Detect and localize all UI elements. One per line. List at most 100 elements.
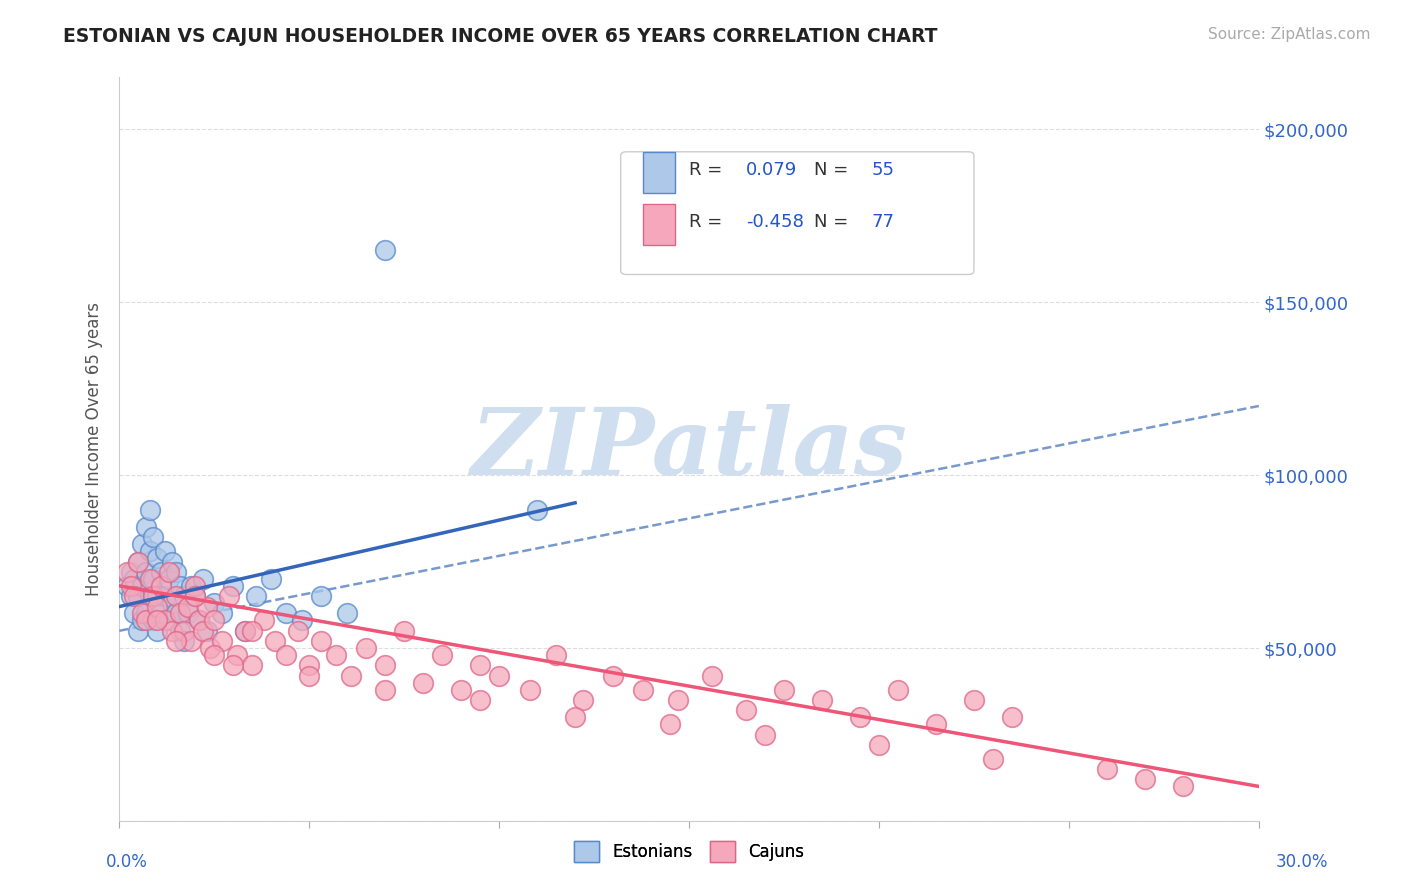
Point xyxy=(392,624,415,638)
Point xyxy=(138,502,160,516)
Point xyxy=(309,589,332,603)
Point xyxy=(135,520,157,534)
Point xyxy=(153,589,176,603)
Point xyxy=(173,624,195,638)
Point xyxy=(287,624,309,638)
Point xyxy=(468,693,491,707)
Point xyxy=(124,572,146,586)
Point xyxy=(146,614,169,628)
Point xyxy=(146,589,169,603)
Point xyxy=(165,634,187,648)
Point xyxy=(211,607,233,621)
Point xyxy=(1095,762,1118,776)
Point xyxy=(374,658,396,673)
Point xyxy=(354,641,377,656)
Point xyxy=(162,624,184,638)
Point xyxy=(526,502,548,516)
Point xyxy=(180,579,202,593)
Point xyxy=(222,579,245,593)
Point xyxy=(142,589,165,603)
Point xyxy=(887,682,910,697)
Point xyxy=(176,607,198,621)
Point xyxy=(222,658,245,673)
Point xyxy=(666,693,689,707)
Point xyxy=(735,703,758,717)
Point xyxy=(276,607,298,621)
Text: -0.458: -0.458 xyxy=(747,213,804,231)
Point xyxy=(546,648,568,662)
Point xyxy=(195,624,218,638)
Point xyxy=(754,727,776,741)
Point xyxy=(120,589,142,603)
Point xyxy=(633,682,655,697)
Point xyxy=(150,565,173,579)
Point xyxy=(124,589,146,603)
Point xyxy=(260,572,283,586)
Point xyxy=(169,624,191,638)
Point xyxy=(240,658,263,673)
Point xyxy=(1001,710,1024,724)
Point xyxy=(157,565,180,579)
Text: N =: N = xyxy=(814,161,855,179)
Point xyxy=(374,244,396,258)
Text: ESTONIAN VS CAJUN HOUSEHOLDER INCOME OVER 65 YEARS CORRELATION CHART: ESTONIAN VS CAJUN HOUSEHOLDER INCOME OVE… xyxy=(63,27,938,45)
Point xyxy=(184,579,207,593)
Point xyxy=(138,572,160,586)
Point xyxy=(120,579,142,593)
Bar xyxy=(644,152,675,193)
Point xyxy=(169,607,191,621)
Point xyxy=(131,607,153,621)
Point xyxy=(153,544,176,558)
Point xyxy=(188,614,211,628)
Point xyxy=(150,607,173,621)
Point xyxy=(191,624,214,638)
Point xyxy=(165,607,187,621)
Text: Source: ZipAtlas.com: Source: ZipAtlas.com xyxy=(1208,27,1371,42)
Point xyxy=(252,614,274,628)
Point xyxy=(138,544,160,558)
Point xyxy=(120,565,142,579)
Y-axis label: Householder Income Over 65 years: Householder Income Over 65 years xyxy=(86,302,103,596)
Point xyxy=(162,555,184,569)
Point xyxy=(811,693,834,707)
Point xyxy=(131,579,153,593)
Point xyxy=(450,682,472,697)
Point xyxy=(153,614,176,628)
Point xyxy=(571,693,593,707)
Point xyxy=(124,607,146,621)
FancyBboxPatch shape xyxy=(620,152,974,275)
Point xyxy=(184,589,207,603)
Point xyxy=(176,599,198,614)
Point xyxy=(157,614,180,628)
Text: 30.0%: 30.0% xyxy=(1277,853,1329,871)
Point xyxy=(925,717,948,731)
Bar xyxy=(644,204,675,244)
Point xyxy=(276,648,298,662)
Point xyxy=(127,555,149,569)
Text: 55: 55 xyxy=(872,161,894,179)
Point xyxy=(162,596,184,610)
Point xyxy=(173,589,195,603)
Point xyxy=(564,710,586,724)
Point xyxy=(519,682,541,697)
Point xyxy=(211,634,233,648)
Text: 0.079: 0.079 xyxy=(747,161,797,179)
Point xyxy=(430,648,453,662)
Point xyxy=(240,624,263,638)
Point xyxy=(146,551,169,566)
Point xyxy=(233,624,256,638)
Point xyxy=(264,634,287,648)
Point xyxy=(218,589,240,603)
Text: R =: R = xyxy=(689,161,728,179)
Point xyxy=(309,634,332,648)
Point xyxy=(150,579,173,593)
Point xyxy=(298,658,321,673)
Point xyxy=(127,555,149,569)
Point xyxy=(135,614,157,628)
Text: R =: R = xyxy=(689,213,728,231)
Point xyxy=(200,641,222,656)
Point xyxy=(169,579,191,593)
Point xyxy=(291,614,314,628)
Point xyxy=(135,607,157,621)
Point xyxy=(488,669,510,683)
